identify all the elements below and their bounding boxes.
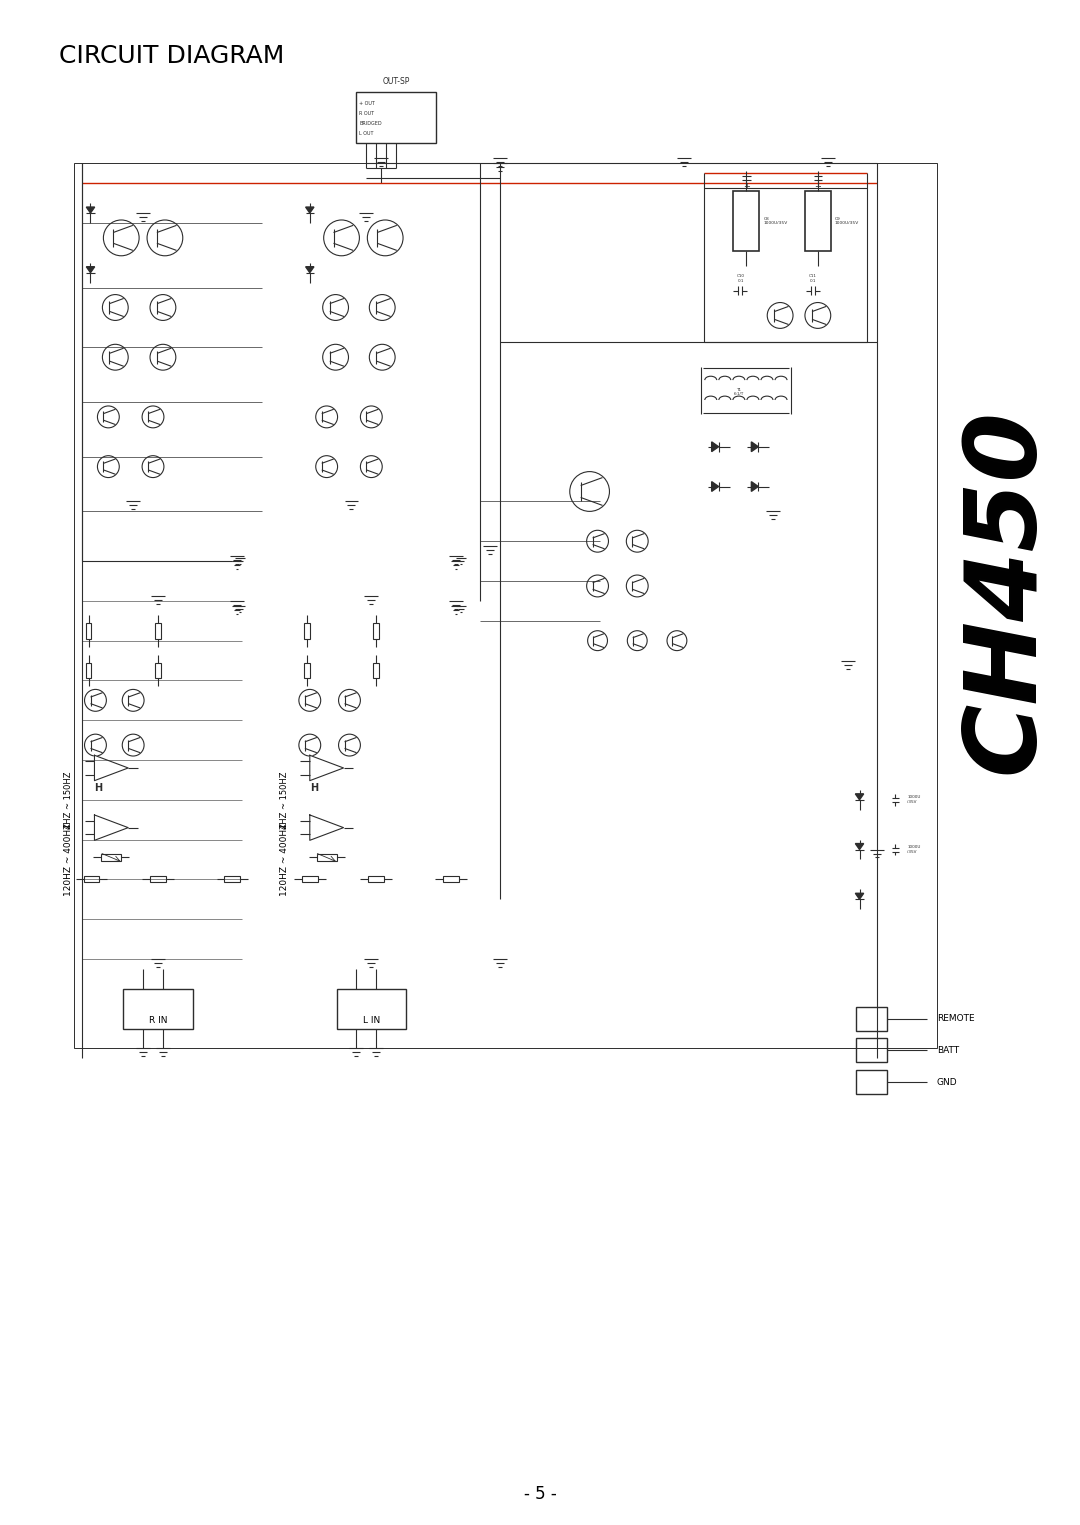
Text: 4HZ ~ 150HZ: 4HZ ~ 150HZ: [64, 772, 72, 828]
Bar: [225, 877, 241, 883]
Bar: [855, 1039, 888, 1063]
Bar: [855, 1006, 888, 1031]
Text: 1000U
/35V: 1000U /35V: [907, 796, 920, 804]
Bar: [301, 877, 318, 883]
Text: C11
0.1: C11 0.1: [809, 274, 816, 284]
Bar: [337, 988, 406, 1028]
Text: C10
0.1: C10 0.1: [737, 274, 744, 284]
Bar: [443, 877, 459, 883]
Bar: [805, 191, 831, 250]
Bar: [73, 163, 937, 1048]
Text: GND: GND: [937, 1078, 958, 1087]
Text: L IN: L IN: [363, 1016, 380, 1025]
Bar: [83, 877, 99, 883]
Bar: [303, 662, 310, 679]
Text: BRIDGED: BRIDGED: [360, 120, 382, 127]
Text: REMOTE: REMOTE: [937, 1014, 974, 1023]
Bar: [85, 622, 92, 639]
Polygon shape: [94, 814, 129, 840]
Bar: [150, 877, 166, 883]
Polygon shape: [855, 843, 864, 849]
Polygon shape: [752, 442, 758, 451]
Polygon shape: [94, 755, 129, 781]
Text: 120HZ ~ 400HZ: 120HZ ~ 400HZ: [280, 824, 289, 897]
Text: 4HZ ~ 150HZ: 4HZ ~ 150HZ: [280, 772, 289, 828]
Text: + OUT: + OUT: [360, 101, 375, 107]
Polygon shape: [86, 207, 95, 214]
Bar: [303, 622, 310, 639]
Text: CH450: CH450: [958, 409, 1055, 775]
Text: OUT-SP: OUT-SP: [382, 78, 409, 87]
Text: 1000U
/35V: 1000U /35V: [907, 845, 920, 854]
Bar: [374, 622, 379, 639]
Text: C9
1000U/35V: C9 1000U/35V: [835, 217, 859, 226]
Text: T1
6:1/T: T1 6:1/T: [733, 387, 744, 397]
Bar: [855, 1071, 888, 1093]
Text: - 5 -: - 5 -: [524, 1485, 556, 1504]
Text: +: +: [814, 181, 821, 191]
Text: +: +: [743, 181, 750, 191]
Bar: [102, 854, 121, 862]
Text: 120HZ ~ 400HZ: 120HZ ~ 400HZ: [64, 824, 72, 897]
Polygon shape: [752, 482, 758, 491]
Bar: [368, 877, 384, 883]
Polygon shape: [306, 267, 314, 273]
Text: H: H: [310, 782, 318, 793]
Bar: [123, 988, 192, 1028]
Text: R IN: R IN: [149, 1016, 167, 1025]
Polygon shape: [855, 894, 864, 900]
Bar: [85, 662, 92, 679]
Text: C8
1000U/35V: C8 1000U/35V: [764, 217, 787, 226]
Polygon shape: [712, 482, 718, 491]
Bar: [374, 662, 379, 679]
Bar: [356, 92, 436, 143]
Polygon shape: [855, 795, 864, 799]
Polygon shape: [712, 442, 718, 451]
Polygon shape: [306, 207, 314, 214]
Text: R OUT: R OUT: [360, 111, 375, 116]
Bar: [156, 622, 161, 639]
Text: BATT: BATT: [937, 1046, 959, 1055]
Polygon shape: [86, 267, 95, 273]
Text: L OUT: L OUT: [360, 131, 374, 136]
Bar: [733, 191, 759, 250]
Polygon shape: [310, 814, 343, 840]
Bar: [156, 662, 161, 679]
Text: H: H: [94, 782, 103, 793]
Text: CIRCUIT DIAGRAM: CIRCUIT DIAGRAM: [58, 44, 284, 69]
Polygon shape: [310, 755, 343, 781]
Bar: [316, 854, 337, 862]
